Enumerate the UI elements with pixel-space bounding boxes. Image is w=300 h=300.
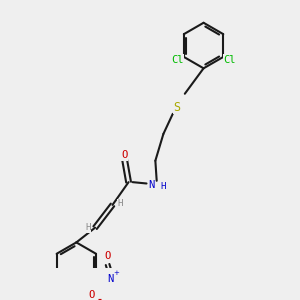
Text: N: N xyxy=(108,274,114,284)
Text: N: N xyxy=(148,180,154,190)
Text: S: S xyxy=(173,100,180,114)
Text: O: O xyxy=(122,150,128,161)
Text: H: H xyxy=(118,199,123,208)
Text: H: H xyxy=(85,223,90,232)
Text: -: - xyxy=(97,294,101,300)
Text: H: H xyxy=(161,182,166,191)
Text: Cl: Cl xyxy=(224,55,236,64)
Text: O: O xyxy=(104,251,111,262)
Text: O: O xyxy=(88,290,94,299)
Text: +: + xyxy=(114,270,120,276)
Text: Cl: Cl xyxy=(171,55,183,64)
